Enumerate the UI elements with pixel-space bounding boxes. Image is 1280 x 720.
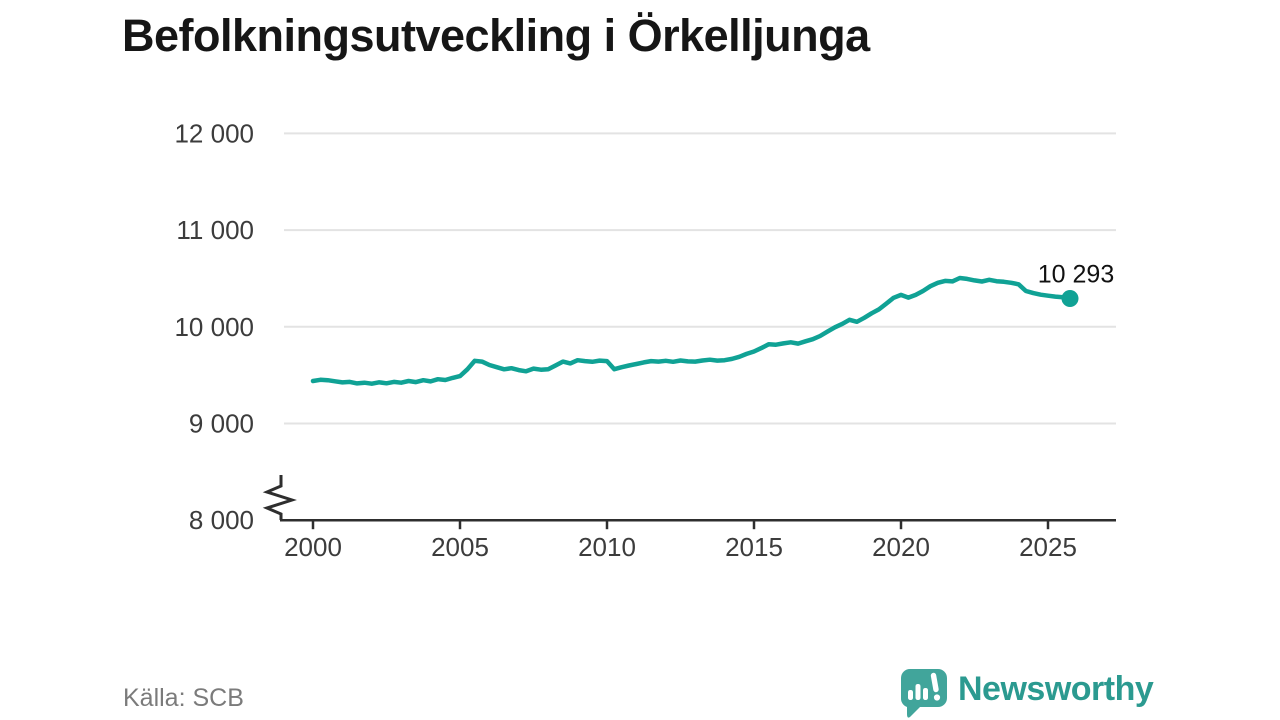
y-tick-label: 8 000 bbox=[189, 505, 254, 535]
latest-value-label: 10 293 bbox=[1038, 261, 1114, 289]
x-tick-label: 2020 bbox=[872, 532, 930, 562]
newsworthy-logo: Newsworthy bbox=[896, 662, 1166, 718]
x-tick-label: 2010 bbox=[578, 532, 636, 562]
population-line-chart: 8 000 9 000 10 000 11 000 12 000 2000 2005 2010… bbox=[174, 118, 1116, 562]
x-tick-label: 2015 bbox=[725, 532, 783, 562]
y-tick-label: 9 000 bbox=[189, 409, 254, 439]
latest-point-marker bbox=[1061, 290, 1079, 307]
y-tick-label: 10 000 bbox=[174, 312, 254, 342]
source-note: Källa: SCB bbox=[123, 684, 244, 712]
y-tick-label: 11 000 bbox=[176, 215, 254, 245]
axis-break-icon bbox=[262, 475, 297, 520]
x-tick-label: 2005 bbox=[431, 532, 489, 562]
population-line bbox=[310, 275, 1073, 386]
x-tick-label: 2000 bbox=[284, 532, 342, 562]
x-tick-label: 2025 bbox=[1019, 532, 1077, 562]
y-tick-label: 12 000 bbox=[174, 118, 254, 148]
newsworthy-logo-icon bbox=[900, 669, 947, 718]
chart-title: Befolkningsutveckling i Örkelljunga bbox=[122, 10, 870, 61]
newsworthy-logo-text: Newsworthy bbox=[958, 670, 1154, 708]
